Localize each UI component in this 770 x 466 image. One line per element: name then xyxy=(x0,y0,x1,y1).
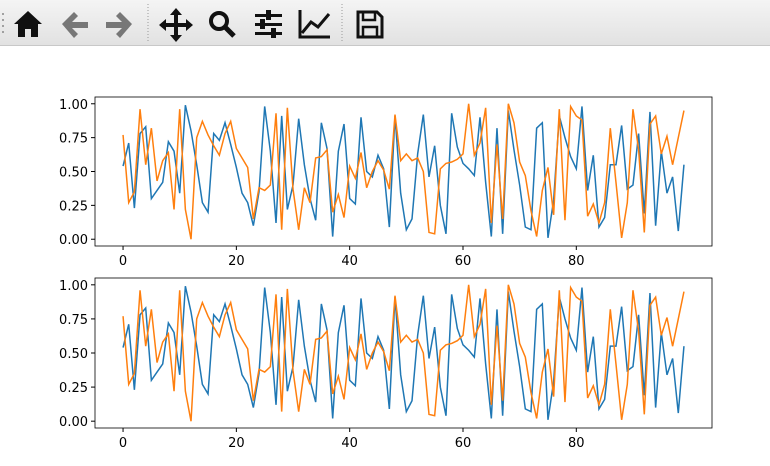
y-tick-label: 0.00 xyxy=(59,233,88,248)
toolbar xyxy=(0,0,770,46)
line-series xyxy=(122,284,685,422)
zoom-button[interactable] xyxy=(209,11,236,38)
y-tick-label: 0.00 xyxy=(59,415,88,430)
x-tick-label: 0 xyxy=(119,436,127,451)
y-tick-label: 0.50 xyxy=(59,166,88,181)
pan-button[interactable] xyxy=(159,8,193,42)
grip xyxy=(2,13,4,33)
back-button[interactable] xyxy=(62,12,88,38)
forward-button[interactable] xyxy=(106,12,132,38)
x-tick-label: 20 xyxy=(228,436,245,451)
x-tick-label: 40 xyxy=(341,436,358,451)
x-tick-label: 40 xyxy=(341,254,358,269)
y-tick-label: 0.25 xyxy=(59,199,88,214)
x-tick-label: 60 xyxy=(455,436,472,451)
x-tick-label: 20 xyxy=(228,254,245,269)
line-series xyxy=(122,104,685,238)
y-tick-label: 1.00 xyxy=(59,279,88,294)
save-button[interactable] xyxy=(356,10,384,39)
y-tick-label: 0.50 xyxy=(59,347,88,362)
x-tick-label: 60 xyxy=(455,254,472,269)
line-series xyxy=(122,103,685,240)
x-tick-label: 80 xyxy=(568,254,585,269)
line-series xyxy=(122,286,685,420)
y-tick-label: 0.75 xyxy=(59,132,88,147)
axes-frame xyxy=(94,96,713,247)
y-tick-label: 1.00 xyxy=(59,98,88,113)
configure-button[interactable] xyxy=(255,10,282,38)
figure: 0.00 0.25 0.50 0.75 1.00 0 20 40 60 80 0.00 0.25 0.5… xyxy=(59,96,713,451)
home-button[interactable] xyxy=(14,11,42,37)
x-tick-label: 80 xyxy=(568,436,585,451)
x-tick-label: 0 xyxy=(119,254,127,269)
axes-frame xyxy=(94,277,713,429)
axes-edit-button[interactable] xyxy=(298,10,331,39)
y-tick-label: 0.25 xyxy=(59,381,88,396)
y-tick-label: 0.75 xyxy=(59,313,88,328)
